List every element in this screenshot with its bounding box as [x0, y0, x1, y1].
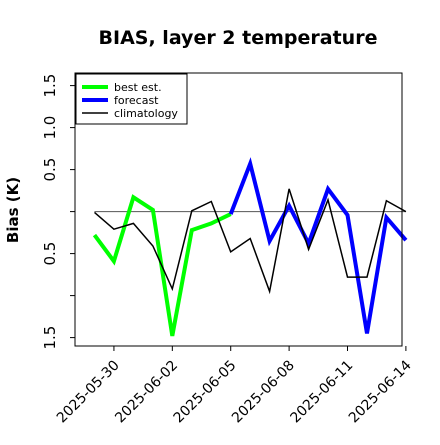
y-tick-label: 1.5	[41, 74, 59, 98]
plot-area	[92, 157, 408, 337]
y-tick-label: 0.5	[41, 158, 59, 182]
series-line-best-est-	[92, 194, 232, 337]
chart-title: BIAS, layer 2 temperature	[99, 27, 378, 49]
series-line-climatology	[94, 188, 407, 295]
y-tick-label: 1.0	[41, 116, 59, 140]
plot-frame	[74, 72, 403, 347]
series-line-forecast	[228, 157, 408, 334]
y-tick-label: 1.5	[41, 326, 59, 350]
legend-label: forecast	[114, 94, 159, 107]
legend-label: best est.	[114, 81, 162, 94]
y-axis-label: Bias (K)	[4, 177, 22, 243]
legend-label: climatology	[114, 107, 178, 120]
y-tick-label: 0.5	[41, 242, 59, 266]
